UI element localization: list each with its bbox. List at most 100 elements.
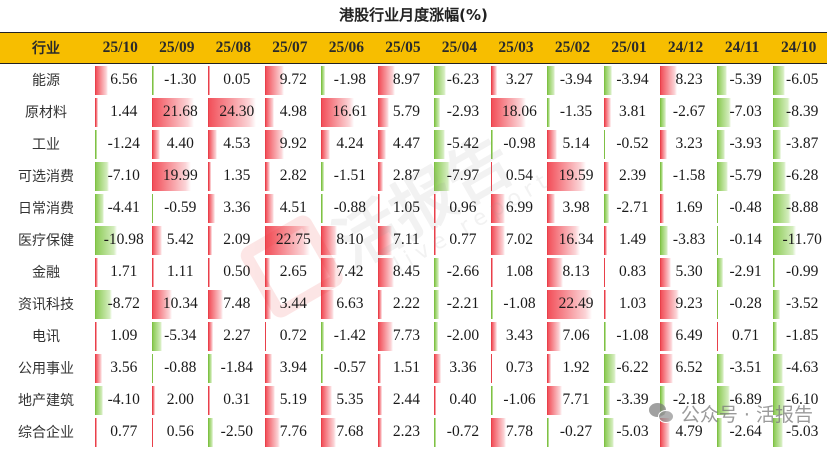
databar-cell: -2.50 [208, 417, 262, 447]
negative-databar [660, 225, 668, 255]
databar-cell: -6.22 [603, 353, 658, 383]
value-cell: 3.98 [544, 192, 601, 224]
negative-databar [716, 225, 719, 255]
positive-databar [95, 321, 98, 351]
databar-cell: -3.51 [716, 353, 771, 383]
databar-cell: 2.44 [377, 385, 432, 415]
value-text: 8.10 [336, 231, 364, 248]
databar-cell: 1.09 [95, 321, 149, 351]
value-text: 3.44 [279, 295, 307, 312]
negative-databar [321, 161, 325, 191]
databar-cell: 7.48 [208, 289, 262, 319]
positive-databar [547, 225, 580, 255]
value-text: -1.30 [164, 71, 197, 88]
value-text: -5.03 [786, 423, 819, 440]
value-cell: 21.68 [149, 96, 206, 128]
value-text: 3.23 [675, 135, 703, 152]
databar-cell: 2.65 [264, 257, 319, 287]
negative-databar [773, 257, 776, 287]
value-text: 0.72 [279, 327, 307, 344]
databar-cell: 0.96 [434, 193, 488, 223]
negative-databar [151, 193, 154, 223]
databar-cell: -0.14 [716, 225, 771, 255]
positive-databar [95, 417, 97, 447]
positive-databar [660, 321, 674, 351]
value-cell: 2.27 [205, 320, 262, 352]
databar-cell: 3.56 [95, 353, 149, 383]
positive-databar [377, 417, 383, 447]
value-text: 3.98 [562, 199, 590, 216]
value-cell: 9.92 [262, 128, 319, 160]
databar-cell: 6.49 [660, 321, 714, 351]
value-text: 0.50 [223, 263, 251, 280]
databar-cell: 7.02 [490, 225, 545, 255]
databar-cell: 9.23 [660, 289, 714, 319]
value-text: -0.52 [616, 135, 649, 152]
value-text: 1.51 [392, 359, 420, 376]
databar-cell: 16.61 [321, 97, 375, 127]
value-text: 6.52 [675, 359, 703, 376]
value-text: -8.88 [786, 199, 819, 216]
positive-databar [208, 257, 210, 287]
databar-cell: -5.39 [716, 65, 771, 95]
negative-databar [434, 161, 450, 191]
value-text: 1.08 [505, 263, 534, 280]
negative-databar [603, 417, 614, 447]
value-cell: 3.23 [657, 128, 714, 160]
negative-databar [603, 193, 610, 223]
positive-databar [321, 257, 336, 287]
value-cell: -1.35 [544, 96, 601, 128]
negative-databar [716, 417, 723, 447]
positive-databar [264, 321, 267, 351]
positive-databar [434, 385, 436, 415]
positive-databar [377, 289, 383, 319]
positive-databar [264, 193, 274, 223]
value-text: 19.99 [162, 167, 198, 184]
value-text: 7.68 [336, 423, 364, 440]
table-row: 金融 1.71 1.11 0.50 2.65 7.42 8.45 -2.66 1.08 8.13 0… [0, 256, 827, 288]
value-text: 1.11 [167, 263, 194, 280]
value-text: 7.06 [562, 327, 590, 344]
value-text: -11.70 [782, 231, 822, 248]
negative-databar [151, 353, 154, 383]
databar-cell: 0.05 [208, 65, 262, 95]
header-month: 25/03 [498, 39, 534, 56]
value-cell: -2.21 [431, 288, 488, 320]
value-cell: -2.67 [657, 96, 714, 128]
value-cell: -3.94 [601, 64, 658, 97]
value-text: -7.10 [107, 167, 140, 184]
value-text: 0.73 [505, 359, 534, 376]
positive-databar [547, 321, 562, 351]
industry-name: 能源 [32, 73, 60, 89]
value-text: 6.63 [336, 295, 364, 312]
value-text: 16.34 [558, 231, 594, 248]
databar-cell: 1.92 [547, 353, 601, 383]
databar-cell: 3.94 [264, 353, 319, 383]
value-cell: -0.52 [601, 128, 658, 160]
value-cell: -4.41 [92, 192, 149, 224]
value-text: 4.51 [279, 199, 307, 216]
value-cell: -2.18 [657, 384, 714, 416]
table-row: 日常消费 -4.41 -0.59 3.36 4.51 -0.88 1.05 0.96 6.99 3… [0, 192, 827, 224]
databar-cell: -0.59 [151, 193, 206, 223]
databar-cell: -11.70 [773, 225, 827, 255]
industry-returns-table: 行业 25/10 25/09 25/08 25/07 25/06 25/05 25/04 25… [0, 32, 827, 448]
value-text: -1.58 [672, 167, 706, 184]
databar-cell: 5.19 [264, 385, 319, 415]
databar-cell: -0.99 [773, 257, 827, 287]
value-cell: 7.02 [488, 224, 545, 256]
negative-databar [95, 385, 104, 415]
positive-databar [321, 225, 338, 255]
negative-databar [95, 225, 117, 255]
value-text: -2.50 [220, 423, 253, 440]
value-cell: 7.42 [318, 256, 375, 288]
value-text: -8.39 [786, 103, 819, 120]
value-cell: 0.31 [205, 384, 262, 416]
value-cell: 1.51 [375, 352, 432, 384]
positive-databar [377, 97, 390, 127]
databar-cell: 4.47 [377, 129, 432, 159]
industry-name: 工业 [32, 137, 60, 153]
databar-cell: 1.08 [490, 257, 545, 287]
header-month: 24/10 [781, 39, 817, 56]
value-text: -3.51 [729, 359, 762, 376]
